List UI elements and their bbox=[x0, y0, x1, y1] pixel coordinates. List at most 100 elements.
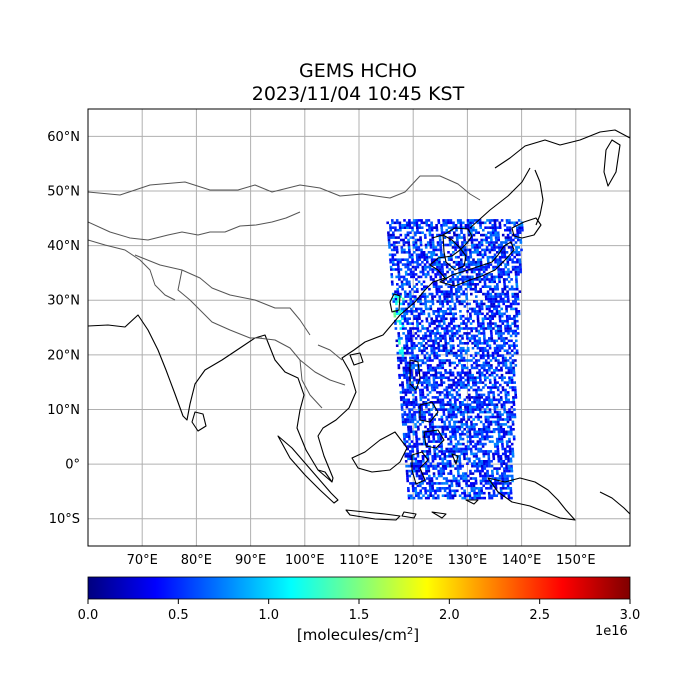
hcho-pixel bbox=[495, 467, 499, 470]
hcho-pixel bbox=[397, 273, 401, 276]
hcho-pixel bbox=[449, 344, 453, 347]
hcho-pixel bbox=[447, 255, 451, 259]
hcho-pixel bbox=[493, 408, 497, 411]
hcho-pixel bbox=[446, 342, 450, 345]
hcho-pixel bbox=[513, 351, 517, 355]
hcho-pixel bbox=[451, 300, 454, 303]
hcho-pixel bbox=[493, 403, 496, 406]
hcho-pixel bbox=[506, 474, 509, 478]
hcho-pixel bbox=[500, 460, 503, 463]
hcho-pixel bbox=[400, 405, 404, 409]
hcho-pixel bbox=[394, 263, 398, 266]
hcho-pixel bbox=[427, 219, 431, 222]
hcho-pixel bbox=[420, 496, 423, 500]
hcho-pixel bbox=[493, 275, 496, 279]
hcho-pixel bbox=[434, 280, 438, 284]
hcho-pixel bbox=[406, 413, 409, 416]
hcho-pixel bbox=[484, 263, 488, 266]
hcho-pixel bbox=[405, 337, 408, 340]
hcho-pixel bbox=[467, 388, 471, 392]
hcho-pixel bbox=[393, 221, 397, 225]
hcho-pixel bbox=[485, 464, 489, 468]
hcho-pixel bbox=[490, 435, 494, 438]
hcho-pixel bbox=[407, 305, 411, 308]
hcho-pixel bbox=[427, 403, 430, 406]
hcho-pixel bbox=[506, 258, 509, 261]
hcho-pixel bbox=[415, 246, 418, 249]
hcho-pixel bbox=[427, 469, 431, 473]
hcho-pixel bbox=[499, 423, 503, 426]
hcho-pixel bbox=[438, 295, 441, 298]
hcho-pixel bbox=[470, 270, 474, 274]
hcho-pixel bbox=[468, 403, 472, 406]
hcho-pixel bbox=[506, 263, 510, 266]
hcho-pixel bbox=[490, 430, 493, 434]
hcho-pixel bbox=[441, 364, 444, 367]
hcho-pixel bbox=[479, 388, 483, 392]
hcho-pixel bbox=[415, 371, 418, 375]
hcho-pixel bbox=[485, 339, 489, 343]
hcho-pixel bbox=[443, 329, 447, 333]
hcho-pixel bbox=[395, 219, 399, 222]
hcho-pixel bbox=[511, 329, 515, 333]
hcho-pixel bbox=[486, 342, 489, 345]
hcho-pixel bbox=[430, 322, 434, 325]
hcho-pixel bbox=[493, 442, 497, 446]
hcho-pixel bbox=[421, 359, 425, 362]
hcho-pixel bbox=[459, 346, 463, 350]
hcho-pixel bbox=[410, 369, 413, 372]
hcho-pixel bbox=[487, 361, 491, 365]
hcho-pixel bbox=[515, 314, 519, 318]
hcho-pixel bbox=[508, 344, 511, 347]
hcho-pixel bbox=[430, 255, 434, 259]
hcho-pixel bbox=[404, 391, 407, 394]
hcho-pixel bbox=[477, 418, 480, 421]
hcho-pixel bbox=[460, 231, 463, 234]
hcho-pixel bbox=[424, 432, 428, 436]
lat-tick-label: 60°N bbox=[47, 130, 80, 145]
hcho-pixel bbox=[427, 464, 430, 468]
hcho-pixel bbox=[449, 437, 453, 441]
hcho-pixel bbox=[415, 307, 418, 311]
hcho-pixel bbox=[407, 489, 410, 493]
hcho-pixel bbox=[513, 322, 517, 325]
hcho-pixel bbox=[504, 359, 507, 362]
hcho-pixel bbox=[487, 452, 490, 456]
hcho-pixel bbox=[471, 464, 474, 468]
hcho-pixel bbox=[439, 462, 442, 465]
hcho-pixel bbox=[412, 457, 415, 461]
hcho-pixel bbox=[458, 462, 462, 465]
hcho-pixel bbox=[477, 324, 480, 328]
hcho-pixel bbox=[498, 221, 502, 225]
hcho-pixel bbox=[513, 255, 516, 259]
hcho-pixel bbox=[406, 479, 409, 483]
hcho-pixel bbox=[470, 329, 473, 333]
hcho-pixel bbox=[514, 302, 518, 306]
hcho-pixel bbox=[452, 479, 456, 483]
hcho-pixel bbox=[416, 420, 420, 424]
hcho-pixel bbox=[499, 297, 503, 301]
hcho-pixel bbox=[477, 290, 480, 293]
hcho-pixel bbox=[446, 332, 449, 335]
hcho-pixel bbox=[486, 410, 489, 414]
hcho-pixel bbox=[502, 403, 506, 406]
hcho-pixel bbox=[503, 255, 507, 259]
hcho-pixel bbox=[466, 410, 470, 414]
hcho-pixel bbox=[467, 263, 471, 266]
hcho-pixel bbox=[417, 334, 420, 338]
hcho-pixel bbox=[498, 474, 502, 478]
hcho-pixel bbox=[493, 280, 496, 284]
hcho-pixel bbox=[406, 349, 409, 352]
hcho-pixel bbox=[402, 278, 406, 281]
hcho-pixel bbox=[391, 260, 395, 264]
hcho-pixel bbox=[481, 312, 484, 316]
hcho-pixel bbox=[416, 425, 420, 429]
hcho-pixel bbox=[426, 452, 429, 456]
hcho-pixel bbox=[429, 275, 433, 279]
hcho-pixel bbox=[488, 243, 491, 247]
hcho-pixel bbox=[507, 398, 510, 402]
hcho-pixel bbox=[440, 381, 443, 384]
hcho-pixel bbox=[427, 339, 430, 343]
hcho-pixel bbox=[443, 263, 446, 266]
hcho-pixel bbox=[508, 280, 511, 284]
